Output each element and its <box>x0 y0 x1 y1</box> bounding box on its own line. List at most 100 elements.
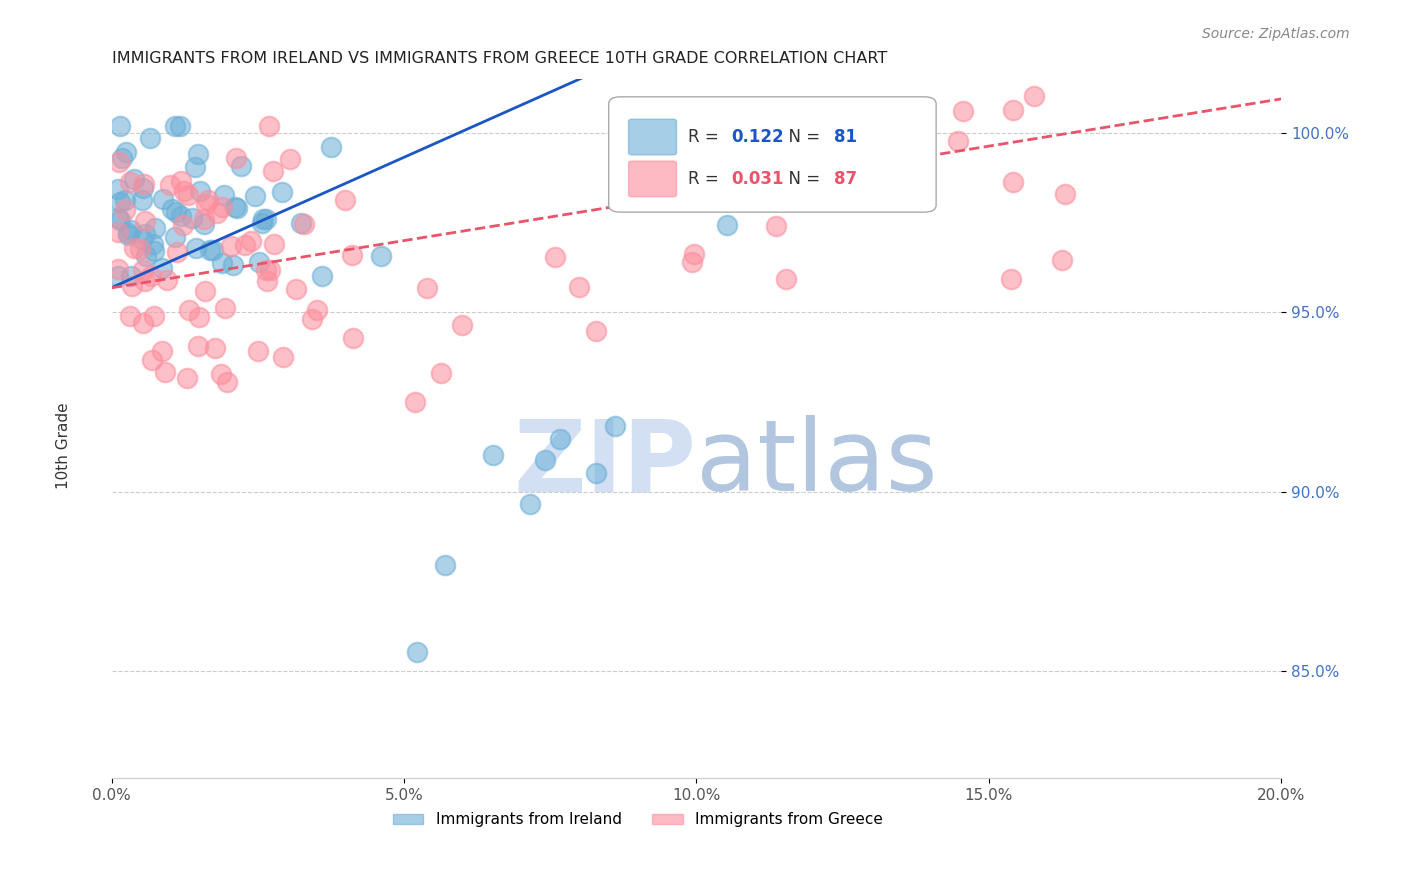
Point <box>121 279 143 293</box>
Point <box>1213 25 1236 39</box>
Point <box>131 193 153 207</box>
Point <box>202 244 225 258</box>
Point <box>139 269 162 284</box>
Text: N =: N = <box>779 128 825 145</box>
Point <box>405 645 427 659</box>
Point <box>118 175 141 189</box>
Point <box>233 238 256 252</box>
Point <box>111 152 134 166</box>
Text: R =: R = <box>688 169 724 187</box>
Point <box>481 448 503 462</box>
Point <box>107 262 129 277</box>
Text: Source: ZipAtlas.com: Source: ZipAtlas.com <box>1202 27 1350 41</box>
Point <box>195 197 218 211</box>
Point <box>108 119 131 133</box>
Point <box>259 262 281 277</box>
Point <box>117 226 139 240</box>
Point <box>132 181 155 195</box>
Point <box>1101 0 1123 8</box>
Point <box>340 248 363 262</box>
Point <box>193 217 215 231</box>
Point <box>765 219 787 233</box>
Point <box>142 236 165 251</box>
Point <box>194 284 217 298</box>
Point <box>1053 187 1076 202</box>
Point <box>370 249 392 263</box>
Point <box>177 303 200 318</box>
Point <box>952 103 974 118</box>
Point <box>107 211 129 226</box>
Point <box>271 185 294 199</box>
Point <box>716 218 738 232</box>
Point <box>1022 89 1045 103</box>
Point <box>256 274 278 288</box>
Point <box>823 48 845 62</box>
Point <box>108 154 131 169</box>
Point <box>301 312 323 326</box>
Point <box>250 216 273 230</box>
Point <box>603 418 626 433</box>
Point <box>159 178 181 192</box>
Point <box>756 190 779 204</box>
Point <box>120 268 142 283</box>
Point <box>134 274 156 288</box>
Text: 0.031: 0.031 <box>731 169 785 187</box>
Point <box>169 119 191 133</box>
Point <box>948 134 970 148</box>
Point <box>108 213 131 227</box>
Point <box>181 211 204 225</box>
Point <box>548 432 571 446</box>
Point <box>434 558 457 572</box>
Point <box>211 255 233 269</box>
Point <box>187 310 209 324</box>
Point <box>170 174 193 188</box>
Point <box>226 202 249 216</box>
Text: 10th Grade: 10th Grade <box>56 402 70 490</box>
Point <box>519 497 541 511</box>
Text: atlas: atlas <box>696 416 938 512</box>
Point <box>765 134 787 148</box>
Point <box>290 216 312 230</box>
Point <box>262 164 284 178</box>
Point <box>430 366 453 380</box>
Point <box>911 127 934 141</box>
Point <box>873 49 896 63</box>
Point <box>204 341 226 355</box>
Point <box>305 303 328 318</box>
Point <box>142 309 165 323</box>
Text: R =: R = <box>688 128 724 145</box>
Point <box>775 272 797 286</box>
Point <box>107 269 129 284</box>
Point <box>114 203 136 218</box>
Point <box>568 279 591 293</box>
Text: ZIP: ZIP <box>513 416 696 512</box>
Point <box>311 269 333 284</box>
Point <box>131 262 153 277</box>
Point <box>153 365 176 379</box>
Point <box>534 452 557 467</box>
Point <box>404 395 426 409</box>
Point <box>585 324 607 338</box>
Text: 87: 87 <box>834 169 858 187</box>
Point <box>271 350 294 364</box>
Point <box>681 254 703 268</box>
Point <box>221 238 243 252</box>
Point <box>187 147 209 161</box>
Point <box>254 211 277 226</box>
Point <box>165 205 187 219</box>
Point <box>156 273 179 287</box>
Point <box>107 182 129 196</box>
Point <box>115 145 138 160</box>
Point <box>188 184 211 198</box>
Point <box>1000 272 1022 286</box>
Point <box>224 200 246 214</box>
Point <box>132 178 155 192</box>
Text: 0.122: 0.122 <box>731 128 785 145</box>
Point <box>117 228 139 243</box>
Point <box>284 282 307 296</box>
Point <box>170 209 193 223</box>
Point <box>132 316 155 330</box>
Point <box>198 243 221 257</box>
Point <box>451 318 474 332</box>
Point <box>256 263 278 277</box>
